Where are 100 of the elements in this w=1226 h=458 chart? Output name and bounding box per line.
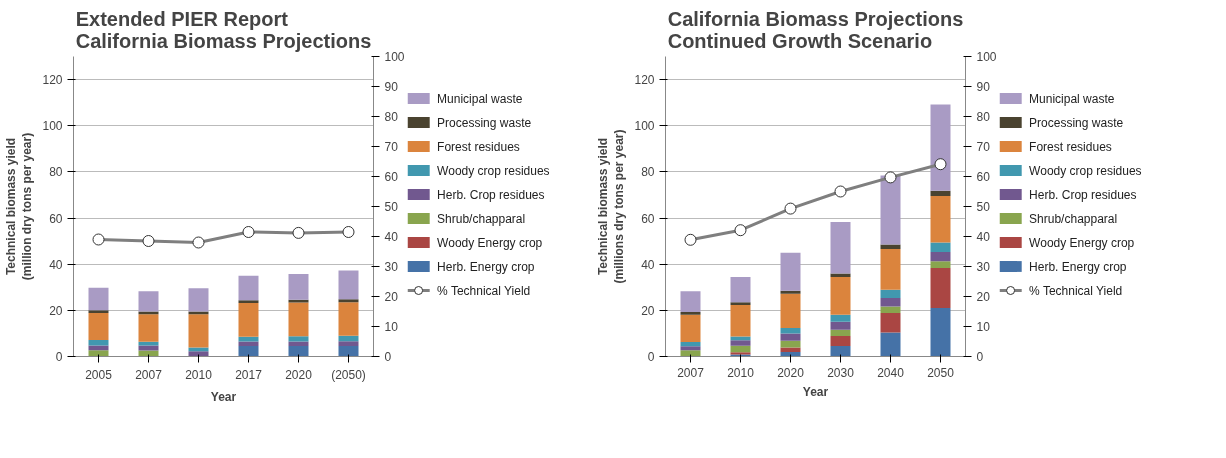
y2-tick-label: 80 <box>976 110 991 124</box>
legend-label: Forest residues <box>1029 139 1112 154</box>
bar <box>730 340 751 346</box>
y-tick-label: 60 <box>641 211 655 226</box>
bar <box>288 273 309 300</box>
bar <box>880 332 901 357</box>
chart-title: California Biomass Projections Continued Growth Scenario <box>667 7 964 52</box>
bar <box>930 190 951 197</box>
x-tick-label: (2050) <box>331 367 366 382</box>
bar <box>780 290 801 294</box>
bar <box>288 346 309 357</box>
x-axis-title: Year <box>802 384 829 399</box>
y-tick-label: 20 <box>641 303 655 318</box>
y-tick-label: 60 <box>49 211 63 226</box>
bar <box>730 276 751 303</box>
bar <box>338 335 359 342</box>
y-tick-label: 120 <box>42 73 63 88</box>
y2-tick-label: 0 <box>976 350 984 364</box>
y2-tick-label: 10 <box>976 320 991 334</box>
legend-label: Processing waste <box>437 115 532 130</box>
bar <box>680 314 701 342</box>
bar <box>88 310 109 314</box>
y-tick-label: 100 <box>42 119 63 134</box>
bar <box>730 305 751 337</box>
bar <box>680 341 701 347</box>
legend-label: % Technical Yield <box>437 283 531 298</box>
bar <box>338 270 359 300</box>
legend-label: Herb. Energy crop <box>437 259 535 274</box>
bar <box>930 242 951 252</box>
bar <box>238 275 259 301</box>
bar <box>88 345 109 351</box>
y-axis-title: Technical biomass yield (millions dry tons per year) <box>595 129 627 284</box>
bar <box>288 302 309 337</box>
bar <box>138 291 159 312</box>
bar <box>288 336 309 342</box>
bar <box>680 291 701 312</box>
bar <box>88 340 109 346</box>
bar <box>680 350 701 357</box>
y2-tick-label: 60 <box>976 170 991 184</box>
bar <box>730 302 751 306</box>
bar <box>930 268 951 309</box>
bar <box>780 333 801 341</box>
bar <box>680 311 701 315</box>
legend-label: Herb. Crop residues <box>1029 187 1137 202</box>
bar <box>830 221 851 274</box>
y-tick-label: 80 <box>641 165 655 180</box>
bar <box>88 313 109 341</box>
bar <box>880 312 901 333</box>
x-tick-label: 2020 <box>777 365 805 380</box>
y2-tick-label: 90 <box>976 80 991 94</box>
y2-tick-label: 100 <box>384 50 405 64</box>
x-tick-label: 2010 <box>727 365 755 380</box>
bar <box>238 336 259 342</box>
y-tick-label: 40 <box>641 257 655 272</box>
bar <box>138 314 159 342</box>
bar <box>880 298 901 307</box>
bar <box>880 248 901 290</box>
bar <box>880 306 901 313</box>
bar <box>930 104 951 191</box>
y2-tick-label: 70 <box>384 140 399 154</box>
x-tick-label: 2050 <box>927 365 955 380</box>
legend-label: Shrub/chapparal <box>437 211 526 226</box>
y2-tick-label: 30 <box>384 260 399 274</box>
bar <box>288 299 309 303</box>
bar <box>830 277 851 315</box>
bar <box>730 336 751 341</box>
y2-tick-label: 70 <box>976 140 991 154</box>
bar <box>830 314 851 322</box>
bar <box>880 244 901 249</box>
bar <box>88 350 109 357</box>
y-tick-label: 0 <box>55 350 63 364</box>
bar <box>930 308 951 357</box>
y-tick-label: 100 <box>634 119 655 134</box>
legend-label: Herb. Energy crop <box>1029 259 1127 274</box>
bar <box>338 302 359 336</box>
bar <box>88 287 109 311</box>
y2-tick-label: 100 <box>976 50 997 64</box>
y2-tick-label: 90 <box>384 80 399 94</box>
y-tick-label: 20 <box>49 303 63 318</box>
legend-label: Herb. Crop residues <box>437 187 545 202</box>
bar <box>338 346 359 357</box>
x-axis-title: Year <box>210 389 237 404</box>
x-tick-label: 2007 <box>677 365 705 380</box>
bar <box>338 299 359 303</box>
bar <box>780 340 801 348</box>
x-tick-label: 2010 <box>185 367 213 382</box>
x-tick-label: 2030 <box>827 365 855 380</box>
bar <box>830 335 851 346</box>
bar <box>930 261 951 269</box>
legend-label: Processing waste <box>1029 115 1124 130</box>
bar <box>880 289 901 299</box>
x-tick-label: 2005 <box>85 367 113 382</box>
chart-title: Extended PIER Report California Biomass Projections <box>75 7 372 52</box>
bar <box>930 251 951 262</box>
x-tick-label: 2020 <box>285 367 313 382</box>
legend-label: % Technical Yield <box>1029 283 1123 298</box>
bar <box>830 329 851 336</box>
bar <box>780 293 801 328</box>
legend-label: Woody Energy crop <box>1029 235 1135 250</box>
bar <box>680 346 701 351</box>
